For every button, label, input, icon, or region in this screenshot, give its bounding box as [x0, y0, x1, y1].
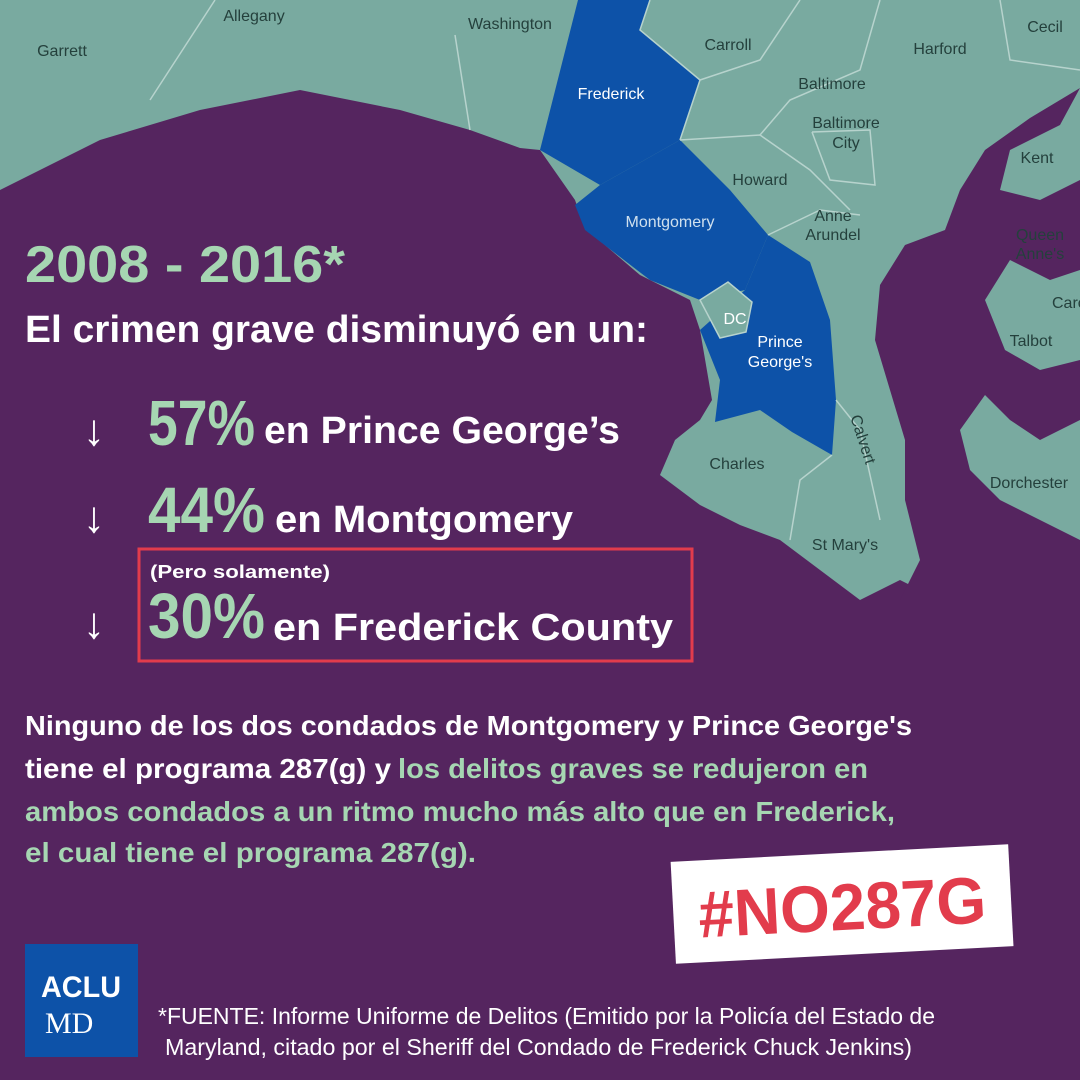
border	[699, 0, 801, 81]
paragraph: Ninguno de los dos condados de Montgomer…	[25, 710, 912, 868]
badge-background	[670, 844, 1014, 964]
frederick-county	[540, 0, 700, 185]
county-label: Caro	[1052, 295, 1080, 312]
county-label: Frederick	[578, 86, 646, 103]
county-label: Allegany	[223, 8, 284, 25]
paragraph-highlight: los delitos graves se redujeron en	[398, 753, 868, 784]
county-label: Kent	[1021, 150, 1054, 167]
place: en Frederick County	[273, 607, 673, 649]
lead: El crimen grave disminuyó en un:	[25, 309, 648, 351]
county-label: Harford	[913, 41, 966, 58]
logo-bottom: MD	[45, 1007, 93, 1040]
arrow: ↓	[83, 493, 105, 542]
border	[149, 0, 216, 101]
county-label: Anne's	[1016, 246, 1064, 263]
border	[759, 0, 881, 136]
source-line: *FUENTE: Informe Uniforme de Delitos (Em…	[158, 1003, 935, 1029]
border	[679, 134, 851, 211]
hashtag: #NO287G	[696, 863, 987, 952]
county-labels: Garrett Allegany Washington Carroll Harf…	[37, 8, 1080, 554]
border	[454, 34, 471, 131]
county-label: Anne	[814, 208, 851, 225]
prince-georges-county	[700, 235, 836, 455]
percent: 30%	[148, 580, 265, 652]
county-label: Talbot	[1010, 333, 1053, 350]
border	[999, 0, 1080, 71]
highlight-box	[137, 547, 694, 663]
county-label: Baltimore	[798, 76, 866, 93]
border	[789, 454, 833, 541]
county-label: Garrett	[37, 43, 87, 60]
source-line: Maryland, citado por el Sheriff del Cond…	[165, 1034, 912, 1060]
county-label: Carroll	[704, 37, 751, 54]
stat: (Pero solamente) ↓ 30% en Frederick Coun…	[83, 547, 694, 663]
border	[767, 209, 861, 236]
paragraph-highlight: el cual tiene el programa 287(g).	[25, 837, 476, 868]
place: en Montgomery	[275, 499, 573, 541]
logo-top: ACLU	[41, 971, 121, 1004]
border	[835, 399, 881, 521]
county-label: Arundel	[805, 227, 860, 244]
note: (Pero solamente)	[150, 562, 330, 582]
western-land	[0, 0, 590, 190]
paragraph-highlight: ambos condados a un ritmo mucho más alto…	[25, 796, 895, 827]
county-label: Charles	[709, 456, 764, 473]
paragraph-line: Ninguno de los dos condados de Montgomer…	[25, 710, 912, 741]
logo: ACLU MD	[25, 944, 138, 1057]
county-label: Queen	[1016, 227, 1064, 244]
logo-background	[25, 944, 138, 1057]
arrow: ↓	[83, 599, 105, 648]
dc	[699, 281, 753, 339]
arrow: ↓	[83, 406, 105, 455]
border	[639, 0, 701, 141]
hashtag-badge: #NO287G	[670, 844, 1014, 964]
county-label: Washington	[468, 16, 552, 33]
period: 2008 - 2016*	[25, 236, 346, 294]
county-label: Dorchester	[990, 475, 1069, 492]
county-label: Cecil	[1027, 19, 1063, 36]
montgomery-county	[575, 140, 768, 300]
chesapeake-bay	[875, 88, 1080, 600]
county-label: Howard	[732, 172, 787, 189]
county-label: DC	[723, 311, 746, 328]
percent: 57%	[148, 387, 255, 459]
paragraph-line: tiene el programa 287(g) y	[25, 753, 391, 784]
place: en Prince George’s	[264, 410, 620, 452]
county-label: St Mary's	[812, 537, 878, 554]
county-label: City	[832, 135, 860, 152]
stat: ↓ 44% en Montgomery	[83, 474, 573, 546]
border	[811, 129, 876, 186]
county-borders	[149, 0, 1080, 541]
county-label: Montgomery	[626, 214, 715, 231]
map: Garrett Allegany Washington Carroll Harf…	[0, 0, 1080, 600]
county-label: Prince	[757, 334, 802, 351]
stat: ↓ 57% en Prince George’s	[83, 387, 620, 459]
percent: 44%	[148, 474, 265, 546]
county-label: George's	[748, 354, 812, 371]
county-label: Baltimore	[812, 115, 880, 132]
